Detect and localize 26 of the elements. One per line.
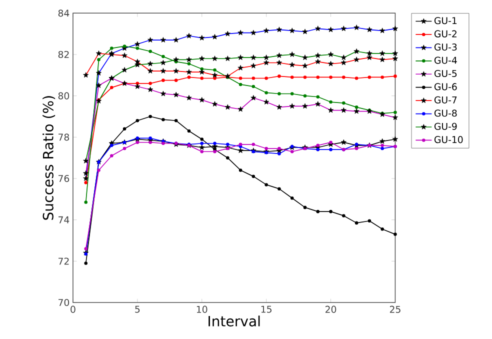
legend-label: GU-7	[434, 96, 457, 104]
y-tick-label: 72	[58, 258, 69, 265]
legend-label: GU-2	[434, 30, 456, 38]
y-tick-label: 78	[58, 134, 70, 141]
legend-label: GU-1	[434, 16, 457, 24]
legend-label: GU-8	[434, 110, 457, 117]
x-axis-title: Interval	[208, 316, 260, 326]
legend-label: GU-3	[434, 43, 457, 51]
x-tick-label: 25	[390, 306, 400, 313]
y-tick-label: 70	[58, 298, 70, 306]
legend-label: GU-4	[434, 56, 457, 64]
x-tick-label: 5	[135, 306, 140, 313]
y-tick-label: 80	[58, 92, 70, 100]
y-tick-label: 84	[58, 10, 70, 17]
x-tick-label: 15	[261, 306, 272, 313]
legend-label: GU-9	[434, 122, 457, 130]
y-tick-label: 82	[58, 50, 69, 58]
y-tick-label: 76	[58, 174, 70, 182]
legend-label: GU-10	[434, 136, 463, 144]
y-axis-title: Success Ratio (%)	[42, 96, 56, 220]
legend-label: GU-6	[434, 83, 457, 90]
legend-label: GU-5	[434, 70, 457, 77]
x-tick-label: 20	[326, 306, 336, 313]
y-tick-label: 74	[58, 216, 70, 224]
x-tick-label: 10	[196, 306, 208, 313]
x-tick-label: 0	[70, 306, 76, 313]
